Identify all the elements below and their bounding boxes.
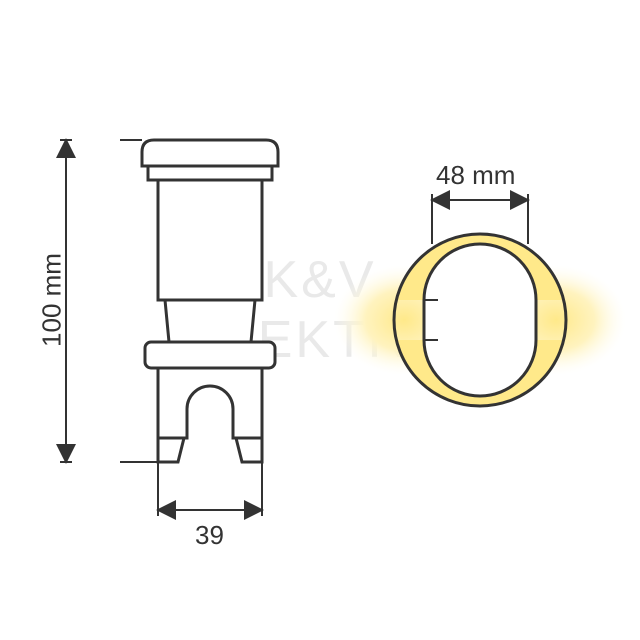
diagram-canvas: K&V ELEKTRO 100 mm 39 48 mm xyxy=(0,0,640,640)
dim-width-top-label: 48 mm xyxy=(436,160,515,191)
dim-height-label: 100 mm xyxy=(37,253,68,347)
dim-width-bottom-label: 39 xyxy=(195,520,224,551)
diagram-svg xyxy=(0,0,640,640)
